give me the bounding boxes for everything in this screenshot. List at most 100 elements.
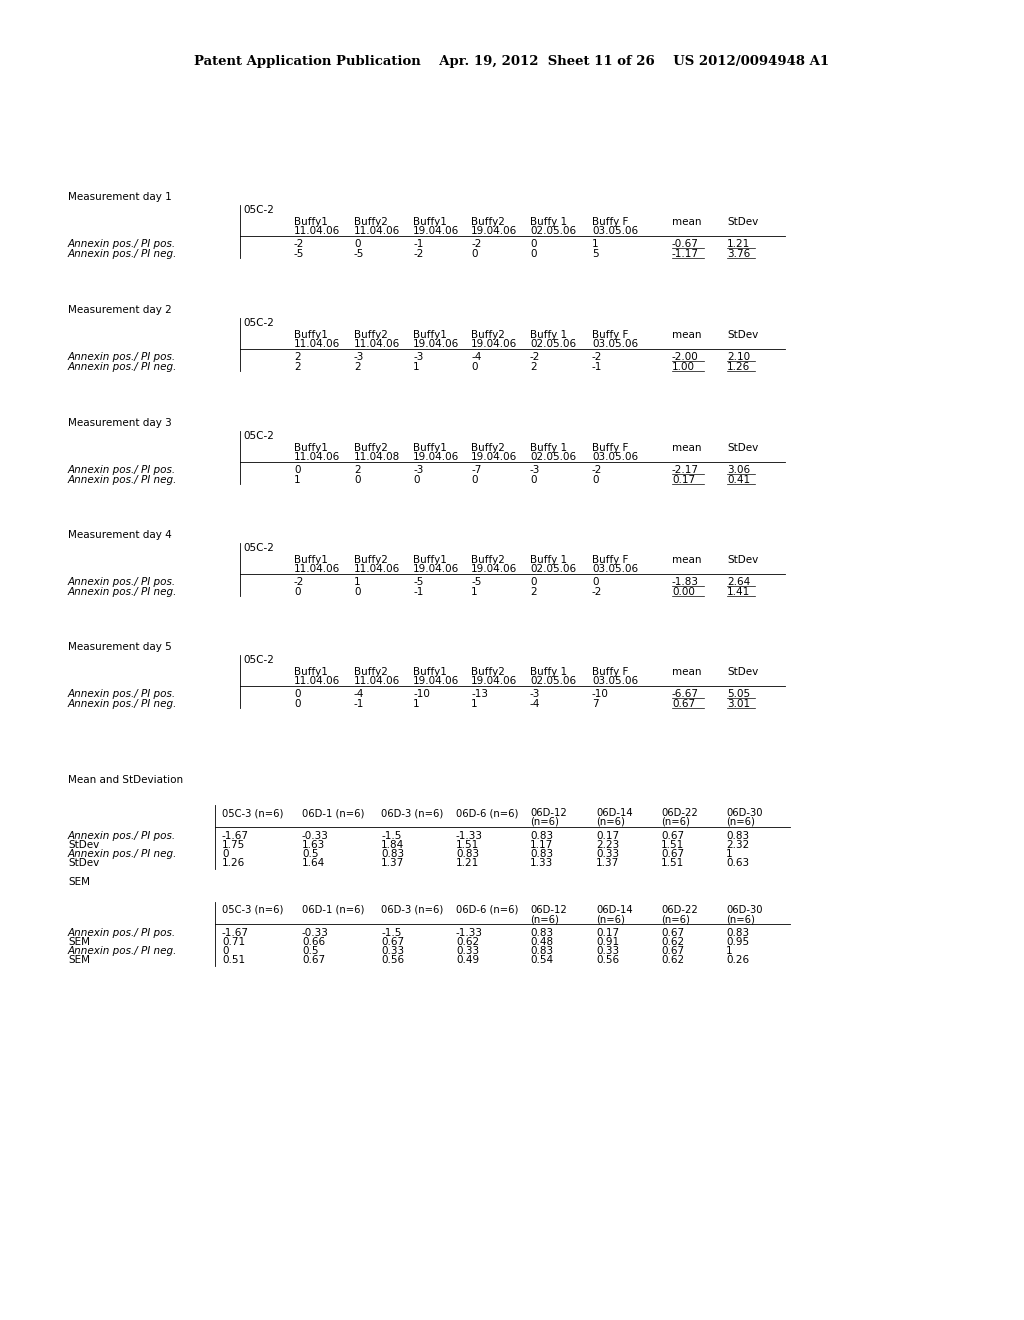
- Text: 0.49: 0.49: [456, 954, 479, 965]
- Text: 1.51: 1.51: [456, 840, 479, 850]
- Text: 0.67: 0.67: [662, 849, 684, 859]
- Text: Buffy1: Buffy1: [413, 330, 446, 341]
- Text: Buffy2: Buffy2: [354, 216, 388, 227]
- Text: -2: -2: [592, 352, 602, 362]
- Text: 05C-2: 05C-2: [243, 543, 273, 553]
- Text: 0.17: 0.17: [596, 928, 620, 939]
- Text: Annexin pos./ PI neg.: Annexin pos./ PI neg.: [68, 249, 177, 259]
- Text: -2: -2: [530, 352, 541, 362]
- Text: 02.05.06: 02.05.06: [530, 226, 577, 236]
- Text: Buffy 1: Buffy 1: [530, 216, 567, 227]
- Text: 03.05.06: 03.05.06: [592, 451, 638, 462]
- Text: 0.26: 0.26: [726, 954, 750, 965]
- Text: 0: 0: [592, 475, 598, 484]
- Text: Annexin pos./ PI pos.: Annexin pos./ PI pos.: [68, 689, 176, 700]
- Text: Buffy1: Buffy1: [294, 444, 328, 453]
- Text: -1.5: -1.5: [381, 832, 401, 841]
- Text: 1.26: 1.26: [222, 858, 246, 869]
- Text: 0: 0: [413, 475, 420, 484]
- Text: Annexin pos./ PI neg.: Annexin pos./ PI neg.: [68, 362, 177, 372]
- Text: 06D-6 (n=6): 06D-6 (n=6): [456, 808, 518, 818]
- Text: Measurement day 1: Measurement day 1: [68, 191, 172, 202]
- Text: Buffy F: Buffy F: [592, 667, 629, 677]
- Text: -13: -13: [471, 689, 488, 700]
- Text: Buffy1: Buffy1: [294, 667, 328, 677]
- Text: -3: -3: [530, 465, 541, 475]
- Text: 1: 1: [471, 700, 477, 709]
- Text: 05C-2: 05C-2: [243, 432, 273, 441]
- Text: 3.01: 3.01: [727, 700, 751, 709]
- Text: -4: -4: [530, 700, 541, 709]
- Text: 0.51: 0.51: [222, 954, 245, 965]
- Text: 0: 0: [530, 577, 537, 587]
- Text: -2: -2: [592, 465, 602, 475]
- Text: -3: -3: [413, 352, 423, 362]
- Text: 11.04.06: 11.04.06: [294, 564, 340, 574]
- Text: 0.62: 0.62: [662, 954, 684, 965]
- Text: 0.63: 0.63: [726, 858, 750, 869]
- Text: 0.95: 0.95: [726, 937, 750, 946]
- Text: Buffy F: Buffy F: [592, 444, 629, 453]
- Text: 1: 1: [726, 946, 732, 956]
- Text: mean: mean: [672, 667, 701, 677]
- Text: Buffy 1: Buffy 1: [530, 444, 567, 453]
- Text: 3.06: 3.06: [727, 465, 751, 475]
- Text: Buffy1: Buffy1: [413, 216, 446, 227]
- Text: 5: 5: [592, 249, 599, 259]
- Text: 1: 1: [413, 700, 420, 709]
- Text: 1.00: 1.00: [672, 362, 695, 372]
- Text: 0: 0: [530, 239, 537, 249]
- Text: 0.71: 0.71: [222, 937, 245, 946]
- Text: 19.04.06: 19.04.06: [413, 451, 459, 462]
- Text: -1.83: -1.83: [672, 577, 699, 587]
- Text: 0.83: 0.83: [381, 849, 404, 859]
- Text: 0: 0: [354, 475, 360, 484]
- Text: 0: 0: [294, 465, 300, 475]
- Text: 19.04.06: 19.04.06: [471, 339, 517, 348]
- Text: Buffy2: Buffy2: [354, 330, 388, 341]
- Text: 0.33: 0.33: [596, 849, 620, 859]
- Text: Buffy1: Buffy1: [294, 554, 328, 565]
- Text: Annexin pos./ PI neg.: Annexin pos./ PI neg.: [68, 946, 177, 956]
- Text: mean: mean: [672, 444, 701, 453]
- Text: Buffy F: Buffy F: [592, 216, 629, 227]
- Text: 0.67: 0.67: [302, 954, 326, 965]
- Text: -10: -10: [413, 689, 430, 700]
- Text: 06D-12: 06D-12: [530, 906, 566, 915]
- Text: 11.04.06: 11.04.06: [354, 564, 400, 574]
- Text: 06D-30: 06D-30: [726, 906, 763, 915]
- Text: -1: -1: [413, 587, 423, 597]
- Text: 0.83: 0.83: [530, 849, 553, 859]
- Text: Buffy1: Buffy1: [413, 667, 446, 677]
- Text: 0.00: 0.00: [672, 587, 695, 597]
- Text: 0: 0: [530, 475, 537, 484]
- Text: 0.5: 0.5: [302, 946, 318, 956]
- Text: 05C-3 (n=6): 05C-3 (n=6): [222, 808, 284, 818]
- Text: 06D-3 (n=6): 06D-3 (n=6): [381, 808, 443, 818]
- Text: 11.04.06: 11.04.06: [294, 451, 340, 462]
- Text: -4: -4: [354, 689, 365, 700]
- Text: 0.91: 0.91: [596, 937, 620, 946]
- Text: 11.04.06: 11.04.06: [294, 226, 340, 236]
- Text: Buffy2: Buffy2: [471, 330, 505, 341]
- Text: -1.5: -1.5: [381, 928, 401, 939]
- Text: 05C-2: 05C-2: [243, 655, 273, 665]
- Text: 03.05.06: 03.05.06: [592, 676, 638, 686]
- Text: 2.10: 2.10: [727, 352, 751, 362]
- Text: 0.66: 0.66: [302, 937, 326, 946]
- Text: 0: 0: [471, 249, 477, 259]
- Text: 1.17: 1.17: [530, 840, 553, 850]
- Text: -1: -1: [592, 362, 602, 372]
- Text: 0: 0: [471, 475, 477, 484]
- Text: Buffy2: Buffy2: [354, 554, 388, 565]
- Text: mean: mean: [672, 330, 701, 341]
- Text: (n=6): (n=6): [530, 913, 559, 924]
- Text: 5.05: 5.05: [727, 689, 751, 700]
- Text: 2: 2: [530, 587, 537, 597]
- Text: 11.04.08: 11.04.08: [354, 451, 400, 462]
- Text: -3: -3: [354, 352, 365, 362]
- Text: 0.67: 0.67: [662, 946, 684, 956]
- Text: -3: -3: [530, 689, 541, 700]
- Text: Annexin pos./ PI neg.: Annexin pos./ PI neg.: [68, 700, 177, 709]
- Text: (n=6): (n=6): [662, 817, 690, 828]
